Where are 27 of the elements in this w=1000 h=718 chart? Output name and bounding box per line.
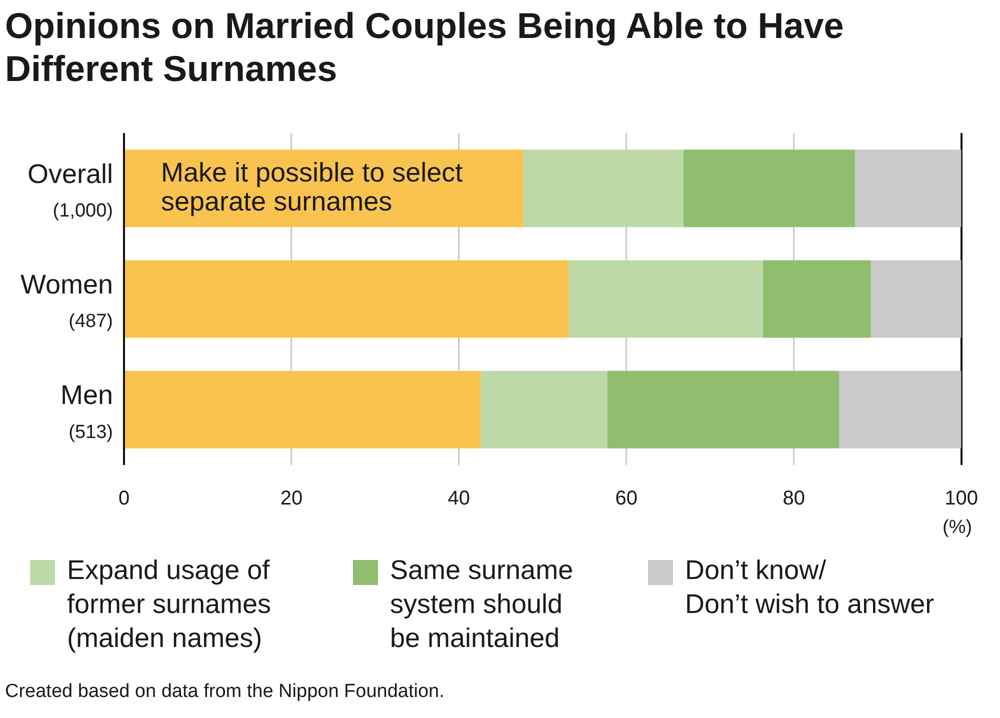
x-tick-label: 100 <box>944 488 978 510</box>
bar <box>683 150 855 228</box>
bar <box>839 370 962 448</box>
legend-label: Don’t know/ Don’t wish to answer <box>685 554 936 621</box>
x-tick-label: 0 <box>118 488 130 510</box>
bar <box>854 150 962 228</box>
x-tick-label: 40 <box>448 488 470 510</box>
text: Created based on data from the Nippon Foundation. <box>5 680 444 704</box>
y-tick-label: Overall (1,000) <box>27 158 113 222</box>
x-axis-title: (%) <box>942 517 972 538</box>
x-tick-label: 60 <box>615 488 638 510</box>
bar <box>523 150 684 228</box>
bar <box>125 260 569 338</box>
bar <box>607 370 840 448</box>
bar <box>870 260 962 338</box>
x-tick-label: 80 <box>782 488 805 510</box>
legend-label: Expand usage of former surnames (maiden names) <box>67 554 272 655</box>
legend-label: Same surname system should be maintained <box>390 554 574 655</box>
bar <box>568 260 763 338</box>
y-tick-label: Women (487) <box>20 269 113 332</box>
bar <box>762 260 871 338</box>
x-tick-label: 20 <box>280 488 303 510</box>
bar <box>480 370 608 448</box>
bar <box>125 370 481 448</box>
chart-title: Opinions on Married Couples Being Able to Have Different Surnames <box>5 4 845 90</box>
y-tick-label: Men (513) <box>60 380 113 443</box>
series-label: Make it possible to select separate surnames <box>161 157 464 216</box>
